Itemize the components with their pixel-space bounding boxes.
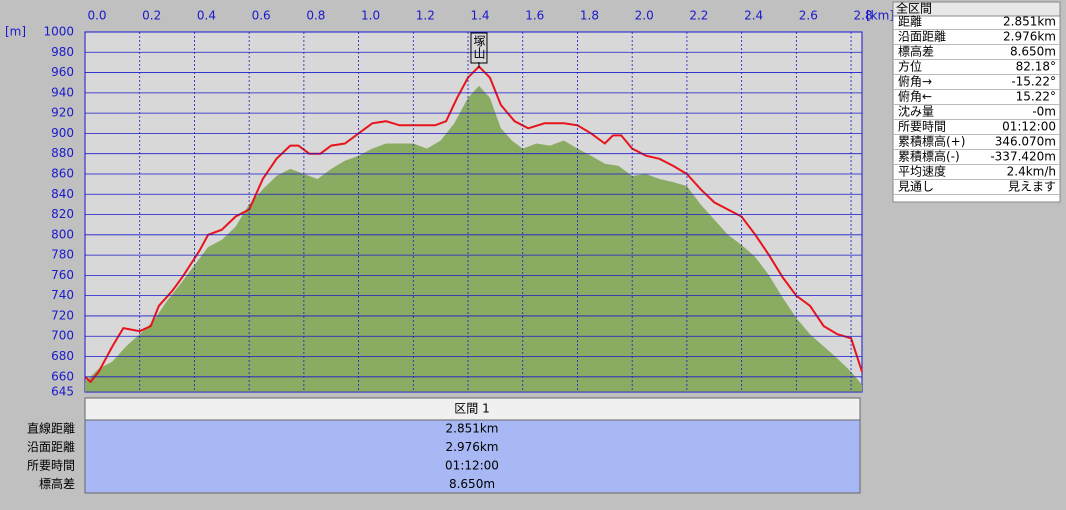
terrain-area <box>85 85 862 392</box>
y-tick-label: 700 <box>51 329 74 343</box>
y-tick-label: 1000 <box>43 25 74 39</box>
info-label: 見通し <box>898 180 934 194</box>
info-label: 沿面距離 <box>898 30 946 44</box>
y-tick-label: 800 <box>51 227 74 241</box>
x-tick-label: 1.8 <box>580 9 599 23</box>
y-tick-label: 660 <box>51 369 74 383</box>
info-label: 所要時間 <box>898 120 946 134</box>
info-label: 標高差 <box>898 44 934 59</box>
x-tick-label: 2.0 <box>635 9 654 23</box>
y-tick-label: 920 <box>51 106 74 120</box>
y-tick-label: 960 <box>51 65 74 79</box>
y-tick-label: 900 <box>51 126 74 140</box>
section-header-text: 区間 1 <box>454 402 489 416</box>
y-tick-label: 880 <box>51 146 74 160</box>
x-tick-label: 1.4 <box>470 9 489 23</box>
info-label: 俯角← <box>898 89 932 104</box>
info-value: -337.420m <box>990 150 1056 164</box>
x-tick-label: 2.8 <box>854 9 873 23</box>
info-label: 累積標高(-) <box>898 149 960 164</box>
info-label: 平均速度 <box>898 164 946 179</box>
section-value: 01:12:00 <box>445 459 499 473</box>
section-label: 直線距離 <box>27 421 75 436</box>
x-tick-label: 1.2 <box>416 9 435 23</box>
x-tick-label: 0.8 <box>306 9 325 23</box>
y-tick-label: 940 <box>51 85 74 99</box>
x-tick-label: 0.2 <box>142 9 161 23</box>
info-label: 累積標高(+) <box>898 134 965 149</box>
y-tick-label: 860 <box>51 166 74 180</box>
x-tick-label: 0.4 <box>197 9 216 23</box>
info-value: 2.4km/h <box>1007 165 1056 179</box>
info-value: 15.22° <box>1016 90 1056 104</box>
x-unit: [km] <box>866 9 894 23</box>
y-tick-label: 980 <box>51 45 74 59</box>
section-label: 沿面距離 <box>27 440 75 454</box>
info-panel-title: 全区間 <box>896 1 932 16</box>
x-tick-label: 1.0 <box>361 9 380 23</box>
y-tick-label: 720 <box>51 308 74 322</box>
y-tick-label: 820 <box>51 207 74 221</box>
section-value: 2.976km <box>446 440 499 454</box>
info-value: 01:12:00 <box>1002 120 1056 134</box>
y-tick-label: 760 <box>51 268 74 282</box>
x-tick-label: 0.0 <box>87 9 106 23</box>
y-tick-label: 780 <box>51 248 74 262</box>
section-label: 標高差 <box>39 476 75 491</box>
y-tick-label: 645 <box>51 385 74 399</box>
y-unit: [m] <box>5 25 26 39</box>
info-value: 2.851km <box>1003 15 1056 29</box>
annotation-box <box>470 32 488 64</box>
y-tick-label: 840 <box>51 187 74 201</box>
y-tick-label: 680 <box>51 349 74 363</box>
info-value: 8.650m <box>1010 45 1056 59</box>
y-tick-label: 740 <box>51 288 74 302</box>
x-tick-label: 2.4 <box>744 9 763 23</box>
info-label: 俯角→ <box>898 74 932 89</box>
annotation-text: 塚山 <box>472 35 486 59</box>
section-value: 8.650m <box>449 477 495 491</box>
info-panel <box>892 1 1061 203</box>
info-label: 方位 <box>898 59 922 74</box>
section-label: 所要時間 <box>27 459 75 473</box>
info-value: -15.22° <box>1011 75 1056 89</box>
x-tick-label: 2.2 <box>689 9 708 23</box>
x-tick-label: 1.6 <box>525 9 544 23</box>
section-value: 2.851km <box>446 422 499 436</box>
info-value: 2.976km <box>1003 30 1056 44</box>
info-panel-title-bar <box>892 1 1061 17</box>
info-value: 見えます <box>1008 180 1056 194</box>
info-value: 82.18° <box>1016 60 1056 74</box>
info-value: -0m <box>1032 105 1056 119</box>
info-label: 距離 <box>898 15 922 29</box>
route-line <box>84 65 863 384</box>
x-tick-label: 0.6 <box>252 9 271 23</box>
x-tick-label: 2.6 <box>799 9 818 23</box>
section-body <box>84 419 861 494</box>
info-label: 沈み量 <box>898 104 934 119</box>
info-value: 346.070m <box>995 135 1056 149</box>
